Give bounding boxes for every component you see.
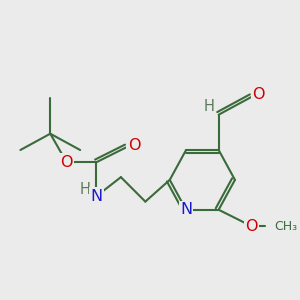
Text: O: O <box>128 138 140 153</box>
Text: N: N <box>90 189 103 204</box>
Text: H: H <box>204 99 214 114</box>
Text: O: O <box>245 218 257 233</box>
Text: CH₃: CH₃ <box>274 220 298 232</box>
Text: N: N <box>180 202 192 217</box>
Text: O: O <box>60 155 73 170</box>
Text: H: H <box>80 182 91 197</box>
Text: O: O <box>253 87 265 102</box>
